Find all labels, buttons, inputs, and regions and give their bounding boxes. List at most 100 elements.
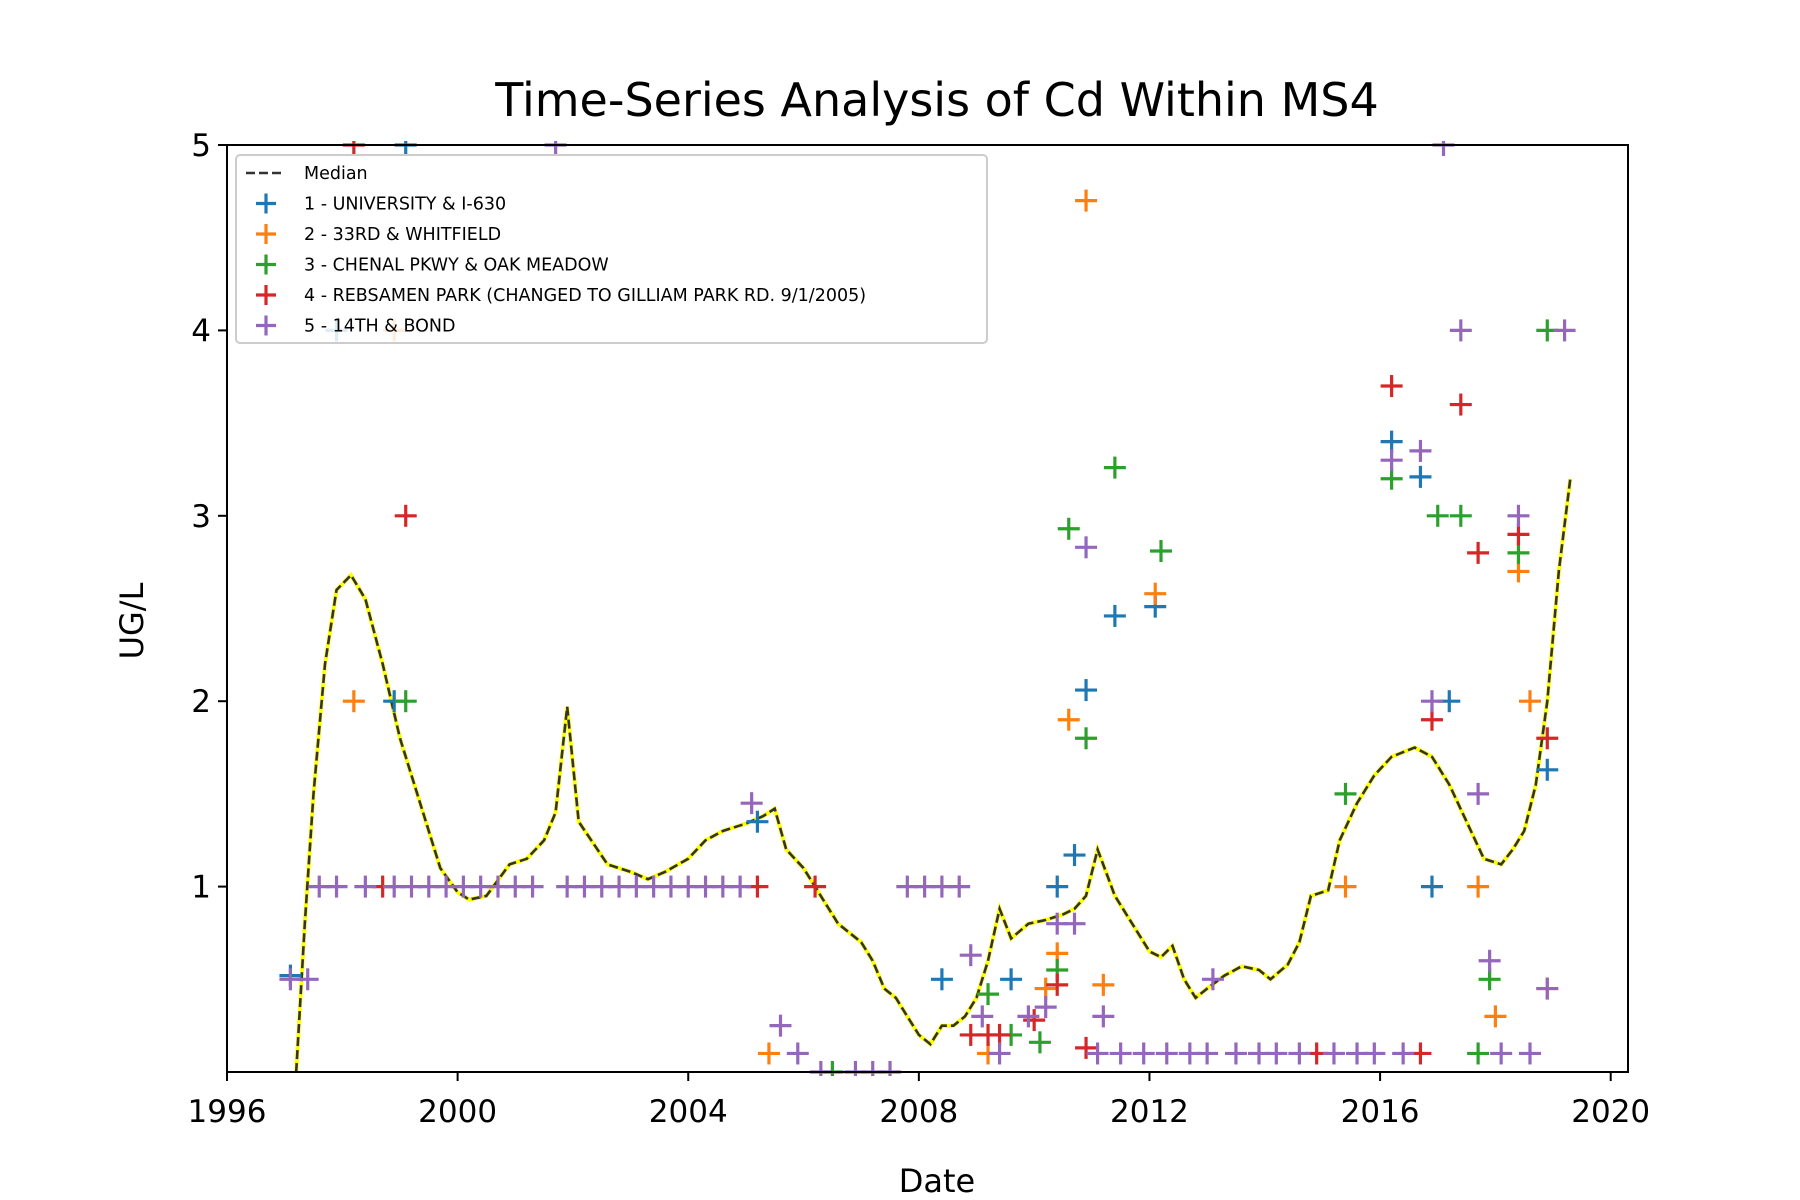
data-point	[394, 690, 417, 713]
data-point	[1426, 504, 1449, 527]
legend: Median 1 - UNIVERSITY & I-630 2 - 33RD & W…	[235, 154, 988, 344]
data-point	[1467, 541, 1490, 564]
data-point	[1553, 319, 1576, 342]
legend-label: 4 - REBSAMEN PARK (CHANGED TO GILLIAM PA…	[304, 286, 866, 306]
data-point	[971, 1005, 994, 1028]
data-point	[296, 968, 319, 991]
data-point	[1380, 449, 1403, 472]
legend-marker	[256, 224, 276, 244]
data-point	[1265, 1042, 1288, 1065]
data-point	[948, 875, 971, 898]
data-point	[988, 1023, 1011, 1046]
data-point	[1017, 1005, 1040, 1028]
data-point	[1380, 430, 1403, 453]
data-point	[1092, 973, 1115, 996]
data-point	[521, 875, 544, 898]
data-point	[1449, 393, 1472, 416]
x-axis: 1996 2000 2004 2008 2012 2016 2020	[188, 1072, 1650, 1130]
data-point	[1536, 758, 1559, 781]
x-tick-label: 2000	[418, 1094, 497, 1130]
plot-area	[226, 141, 1629, 1076]
x-tick-label: 2008	[879, 1094, 958, 1130]
legend-marker	[256, 193, 276, 214]
data-point	[1507, 523, 1530, 546]
legend-box	[235, 154, 988, 344]
data-point	[740, 792, 763, 815]
plot-frame	[226, 144, 1629, 1073]
data-point	[1057, 517, 1080, 540]
data-point	[1000, 968, 1023, 991]
plot-content	[279, 141, 1576, 1076]
data-point	[1075, 727, 1098, 750]
x-tick-label: 2020	[1571, 1094, 1650, 1130]
legend-label: Median	[304, 164, 368, 184]
data-point	[1478, 968, 1501, 991]
data-point	[1109, 1042, 1132, 1065]
legend-marker	[256, 285, 276, 305]
data-point	[1507, 560, 1530, 583]
data-point	[1478, 949, 1501, 972]
data-point	[1507, 504, 1530, 527]
data-point	[1196, 1042, 1219, 1065]
data-point	[1467, 782, 1490, 805]
data-point	[1063, 844, 1086, 867]
data-point	[1449, 504, 1472, 527]
legend-item-median: Median	[246, 164, 368, 184]
data-point	[1490, 1042, 1513, 1065]
data-point	[1028, 1031, 1051, 1054]
x-tick-label: 2004	[649, 1094, 728, 1130]
x-tick-label: 2016	[1341, 1094, 1420, 1130]
data-point	[1224, 1042, 1247, 1065]
data-point	[1103, 604, 1126, 627]
data-point	[1075, 1036, 1098, 1059]
data-point	[959, 944, 982, 967]
y-axis: 1 2 3 4 5	[191, 128, 227, 906]
y-tick-label: 4	[191, 313, 211, 349]
data-point	[729, 875, 752, 898]
data-point	[1075, 536, 1098, 559]
data-point	[1144, 582, 1167, 605]
legend-label: 5 - 14TH & BOND	[304, 317, 456, 337]
y-tick-label: 1	[191, 870, 211, 906]
data-point	[757, 1042, 780, 1065]
data-point	[1536, 727, 1559, 750]
median-line-highlight	[294, 478, 1573, 1073]
legend-item-series-1: 1 - UNIVERSITY & I-630	[256, 193, 506, 215]
legend-marker	[256, 315, 276, 336]
data-point	[1380, 467, 1403, 490]
data-point	[1132, 1042, 1155, 1065]
data-point	[746, 810, 769, 833]
data-point	[1155, 1042, 1178, 1065]
data-point	[1075, 679, 1098, 702]
data-point	[1420, 708, 1443, 731]
data-point	[1392, 1042, 1415, 1065]
data-point	[394, 504, 417, 527]
legend-item-series-2: 2 - 33RD & WHITFIELD	[256, 224, 501, 245]
y-tick-label: 5	[191, 128, 211, 164]
data-point	[804, 875, 827, 898]
y-tick-label: 3	[191, 499, 211, 535]
data-point	[1507, 541, 1530, 564]
data-point	[325, 875, 348, 898]
data-point	[1086, 1042, 1109, 1065]
data-point	[1046, 875, 1069, 898]
x-axis-label: Date	[899, 1162, 975, 1200]
data-point	[342, 690, 365, 713]
data-point	[1334, 782, 1357, 805]
data-point	[977, 983, 1000, 1006]
legend-marker	[256, 254, 276, 275]
data-point	[1034, 977, 1057, 1000]
data-point	[769, 1014, 792, 1037]
data-point	[1467, 1042, 1490, 1065]
y-axis-label: UG/L	[113, 582, 151, 659]
series-3-points	[394, 319, 1559, 1076]
data-point	[988, 1042, 1011, 1065]
data-point	[1518, 1042, 1541, 1065]
data-point	[1150, 540, 1172, 563]
data-point	[1288, 1042, 1311, 1065]
legend-label: 1 - UNIVERSITY & I-630	[304, 195, 506, 215]
data-point	[930, 968, 953, 991]
data-point	[1409, 465, 1432, 488]
data-point	[1103, 456, 1126, 479]
